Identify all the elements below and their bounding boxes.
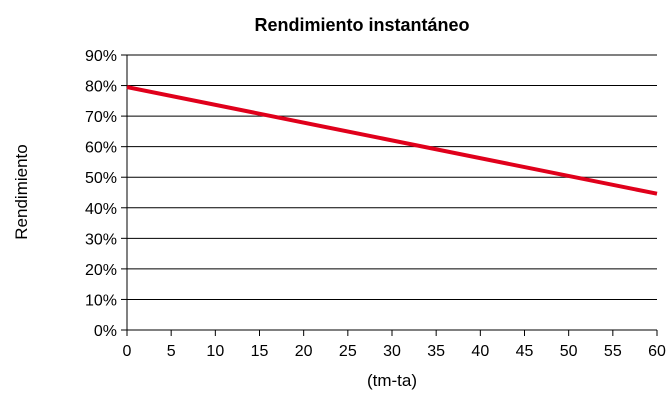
y-axis-ticks: 0% 10% 20% 30% 40% 50% 60% 70% 80% 90% [85,48,127,340]
x-axis-ticks: 0 5 10 15 20 25 30 35 40 45 50 55 60 [123,330,666,360]
y-tick-label: 60% [85,140,117,157]
x-tick-label: 35 [427,343,445,360]
y-tick-label: 90% [85,48,117,65]
x-tick-label: 60 [648,343,666,360]
y-tick-label: 20% [85,262,117,279]
y-tick-label: 50% [85,170,117,187]
x-axis-label: (tm-ta) [367,371,417,390]
x-tick-label: 40 [471,343,489,360]
y-tick-label: 0% [94,323,117,340]
x-tick-label: 0 [123,343,132,360]
y-tick-label: 70% [85,109,117,126]
y-tick-label: 10% [85,292,117,309]
x-tick-label: 20 [295,343,313,360]
series-group [126,85,658,196]
y-tick-label: 80% [85,79,117,96]
x-tick-label: 25 [339,343,357,360]
x-tick-label: 50 [560,343,578,360]
y-tick-label: 30% [85,231,117,248]
y-axis-label: Rendimiento [12,144,31,239]
x-tick-label: 15 [251,343,269,360]
x-tick-label: 45 [516,343,534,360]
y-tick-label: 40% [85,201,117,218]
chart-title: Rendimiento instantáneo [254,15,469,35]
series-line [126,85,658,196]
x-tick-label: 55 [604,343,622,360]
x-tick-label: 10 [206,343,224,360]
x-tick-label: 30 [383,343,401,360]
grid-lines [127,54,657,300]
x-tick-label: 5 [167,343,176,360]
